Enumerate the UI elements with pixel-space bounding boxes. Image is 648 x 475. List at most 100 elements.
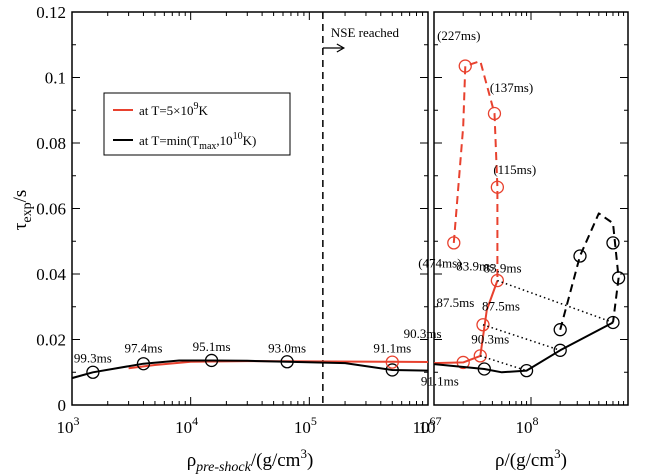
y-tick-label: 0.1: [45, 69, 66, 88]
y-tick-label: 0.12: [36, 3, 66, 22]
x-tick-label: 103: [57, 414, 80, 437]
series-marker: [456, 355, 470, 370]
x-tick-label: 107: [419, 414, 442, 437]
legend-label: at T=5×109K: [139, 101, 209, 118]
x-tick-base: 10: [294, 418, 311, 437]
y-tick-label: 0.04: [36, 265, 66, 284]
x-tick-exponent: 8: [533, 414, 539, 428]
series-marker: [280, 355, 294, 369]
y-axis-label: τexp/s: [10, 190, 35, 231]
time-annotation: 91.1ms: [373, 341, 411, 356]
time-annotation: 95.1ms: [193, 339, 231, 354]
panel-series-group: [434, 59, 626, 378]
series-marker: [606, 236, 620, 250]
legend-text: K): [243, 133, 257, 148]
x-tick-base: 10: [57, 418, 74, 437]
series-marker: [477, 362, 491, 376]
series-marker: [508, 274, 520, 286]
plot-data: [72, 12, 626, 405]
series-marker: [508, 316, 520, 328]
x-tick-exponent: 4: [192, 414, 198, 428]
y-tick-label: 0: [58, 396, 67, 415]
series-marker: [553, 323, 567, 337]
axis-label-main: ρ: [187, 450, 196, 471]
legend-text: ,10: [216, 133, 232, 148]
series-marker: [385, 363, 399, 377]
time-annotation: (115ms): [493, 162, 536, 177]
y-tick-label: 0.06: [36, 200, 66, 219]
time-annotation: (137ms): [490, 80, 533, 95]
axis-label-text: ): [307, 450, 313, 471]
axis-label-text: /(g/cm: [505, 450, 555, 471]
x-tick-base: 10: [175, 418, 192, 437]
x-tick-base: 10: [413, 418, 430, 437]
axis-label-subscript: exp: [20, 202, 35, 222]
legend-superscript: 9: [194, 101, 199, 112]
time-annotation: 93.0ms: [268, 341, 306, 356]
series-marker: [611, 271, 626, 285]
series-marker: [476, 318, 490, 332]
x-tick-base: 10: [516, 418, 533, 437]
axis-label-text: /s: [10, 190, 31, 203]
x-tick-label: 104: [175, 414, 198, 437]
legend-text: at T=5×10: [139, 103, 194, 118]
series-marker: [553, 343, 567, 357]
series-marker: [473, 349, 487, 363]
legend-text: K: [199, 103, 209, 118]
x-tick-label: 105: [294, 414, 317, 437]
legend-subscript: max: [199, 141, 216, 152]
time-annotation: 99.3ms: [74, 350, 112, 365]
x-tick-exponent: 6: [430, 414, 436, 428]
time-annotation: (227ms): [437, 28, 480, 43]
series-marker: [490, 180, 505, 194]
y-tick-label: 0.08: [36, 134, 66, 153]
y-tick-label: 0.02: [36, 331, 66, 350]
x-tick-label: 108: [516, 414, 539, 437]
legend-box: [103, 92, 291, 156]
time-annotation: (474ms): [418, 255, 461, 270]
series-marker: [447, 236, 461, 250]
series-line-0: [128, 360, 428, 370]
time-annotation: 83.9ms: [484, 260, 522, 275]
time-annotation: 83.9ms: [456, 259, 494, 274]
series-marker: [519, 363, 534, 378]
series-marker: [385, 355, 399, 369]
series-line-3: [559, 212, 620, 330]
axis-label-superscript: 3: [554, 446, 561, 461]
dotted-connector: [482, 324, 561, 352]
x-tick-exponent: 3: [74, 414, 80, 428]
series-marker: [136, 357, 151, 371]
series-line-1: [72, 359, 428, 380]
x-axis-label: ρ/(g/cm3): [495, 446, 567, 471]
x-tick-exponent: 5: [311, 414, 317, 428]
axis-label-main: ρ: [495, 450, 504, 471]
plot-frames: [71, 11, 629, 406]
series-line-2: [434, 321, 614, 374]
series-marker: [204, 353, 219, 368]
axis-label-subscript: pre-shock: [195, 460, 251, 475]
series-marker: [573, 249, 587, 263]
legend-label: at T=min(Tmax,1010K): [139, 131, 256, 152]
legend-superscript: 10: [233, 131, 243, 142]
series-marker: [434, 351, 446, 363]
time-annotation: 90.3ms: [404, 326, 442, 341]
time-annotation: 87.5ms: [436, 295, 474, 310]
x-axis-label: ρpre-shock/(g/cm3): [187, 446, 314, 475]
axis-label-text: /(g/cm: [251, 450, 301, 471]
series-marker: [458, 59, 472, 73]
nse-label: NSE reached: [331, 25, 400, 40]
nse-arrow-head: [336, 43, 346, 53]
axis-label-superscript: 3: [300, 446, 307, 461]
series-marker: [86, 365, 100, 379]
legend-text: at T=min(T: [139, 133, 199, 148]
time-annotation: 97.4ms: [124, 341, 162, 356]
panel-series-group: [72, 274, 520, 380]
axis-label-main: τ: [10, 222, 31, 230]
axis-label-text: ): [561, 450, 567, 471]
x-tick-label: 106: [413, 414, 436, 437]
time-annotation: 91.1ms: [421, 373, 459, 388]
x-tick-base: 10: [419, 418, 436, 437]
time-annotation: 90.3ms: [471, 331, 509, 346]
